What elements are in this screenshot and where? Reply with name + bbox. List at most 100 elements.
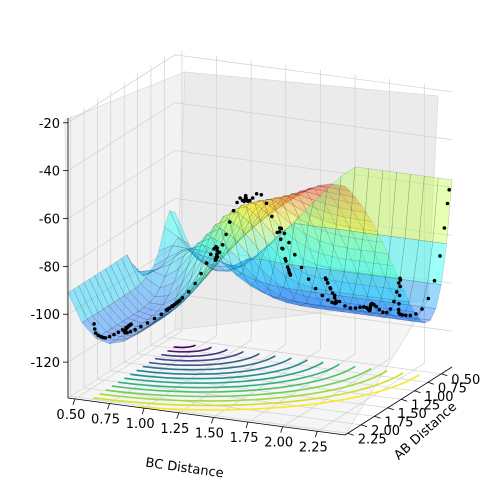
surface-patch	[171, 278, 191, 307]
surface-patch	[229, 202, 250, 236]
surface-patch	[322, 185, 343, 196]
surface-patch	[396, 316, 418, 322]
surface-patch	[296, 193, 317, 210]
trajectory-point	[283, 256, 288, 261]
surface-patch	[214, 219, 235, 240]
surface-patch	[203, 258, 223, 278]
surface-patch	[175, 248, 196, 256]
surface-patch	[252, 243, 273, 259]
surface-patch	[332, 244, 352, 261]
y-tick-mark	[401, 398, 408, 402]
surface-patch	[341, 308, 363, 314]
surface-patch	[280, 190, 301, 206]
y-tick-mark	[374, 415, 381, 419]
surface-patch	[261, 205, 282, 221]
surface-patch	[124, 291, 145, 312]
surface-patch	[227, 224, 248, 253]
surface-patch	[316, 226, 337, 271]
surface-patch	[327, 191, 348, 203]
surface-patch	[364, 311, 384, 318]
trajectory-point	[372, 302, 376, 307]
x-tick-mark	[314, 431, 318, 438]
surface-patch	[307, 213, 328, 233]
trajectory-point	[193, 281, 197, 286]
surface-patch	[266, 197, 287, 210]
surface-patch	[275, 282, 296, 302]
surface-patch	[73, 285, 93, 320]
trajectory-point	[277, 230, 282, 234]
surface-patch	[211, 237, 232, 265]
trajectory-point	[92, 322, 96, 326]
surface-patch	[276, 211, 297, 242]
y-tick-label: 0.50	[451, 373, 480, 388]
surface-patch	[321, 175, 342, 230]
surface-patch	[180, 283, 201, 302]
trajectory-point	[96, 333, 100, 338]
x-tick-mark	[141, 408, 145, 415]
surface-patch	[332, 198, 354, 211]
z-tick-label: -80	[39, 260, 60, 275]
trajectory-point	[250, 196, 255, 200]
trajectory-point	[103, 336, 108, 340]
trajectory-point	[394, 290, 399, 294]
surface-patch	[220, 239, 240, 257]
surface-patch	[421, 282, 442, 309]
surface-patch	[328, 267, 349, 284]
surface-patch	[258, 203, 279, 223]
trajectory-point	[325, 281, 330, 285]
surface-patch	[337, 257, 358, 273]
surface-patch	[126, 254, 147, 285]
trajectory-point	[139, 324, 143, 329]
surface-patch	[356, 272, 377, 287]
surface-patch	[351, 259, 372, 275]
surface-patch	[224, 215, 245, 251]
surface-patch	[245, 278, 265, 294]
trajectory-point	[133, 327, 137, 332]
surface-patch	[260, 197, 281, 210]
y-axis-line	[344, 366, 453, 436]
trajectory-point	[116, 330, 121, 335]
trajectory-point	[175, 300, 179, 305]
trajectory-point	[396, 307, 401, 312]
trajectory-point	[432, 278, 437, 283]
surface-patch	[142, 265, 163, 276]
surface-patch	[273, 234, 294, 268]
trajectory-point	[384, 310, 389, 315]
grid-line-x	[74, 50, 183, 400]
trajectory-point	[353, 306, 358, 310]
surface-patch	[201, 224, 222, 245]
surface-patch	[250, 206, 270, 229]
trajectory-point	[445, 201, 450, 206]
surface-patch	[158, 306, 179, 321]
surface-patch	[269, 261, 290, 288]
surface-patch	[272, 297, 293, 303]
trajectory-point	[334, 299, 338, 303]
surface-patch	[123, 330, 143, 342]
surface-patch	[368, 240, 389, 254]
surface-patch	[205, 250, 225, 278]
surface-patch	[309, 249, 330, 269]
surface-patch	[89, 275, 109, 310]
surface-patch	[253, 209, 273, 228]
surface-patch	[338, 271, 359, 298]
surface-patch	[237, 211, 258, 248]
trajectory-point	[343, 304, 347, 308]
grid-line-y	[83, 107, 362, 426]
grid-line-x	[247, 74, 356, 423]
trajectory-point	[199, 271, 203, 276]
surface-patch	[373, 251, 394, 267]
x-tick-mark	[245, 421, 249, 429]
surface-patch	[195, 224, 216, 262]
trajectory-point	[180, 296, 185, 300]
trajectory-point	[248, 198, 252, 203]
y-tick-mark	[441, 373, 448, 377]
trajectory-point	[128, 329, 133, 334]
surface-patch	[258, 289, 279, 299]
trajectory-point	[204, 261, 209, 265]
surface-patch	[225, 265, 245, 272]
trajectory-point	[381, 310, 385, 315]
trajectory-point	[392, 299, 396, 304]
surface-patch	[143, 302, 164, 312]
surface-patch	[295, 301, 315, 309]
surface-patch	[242, 230, 263, 271]
